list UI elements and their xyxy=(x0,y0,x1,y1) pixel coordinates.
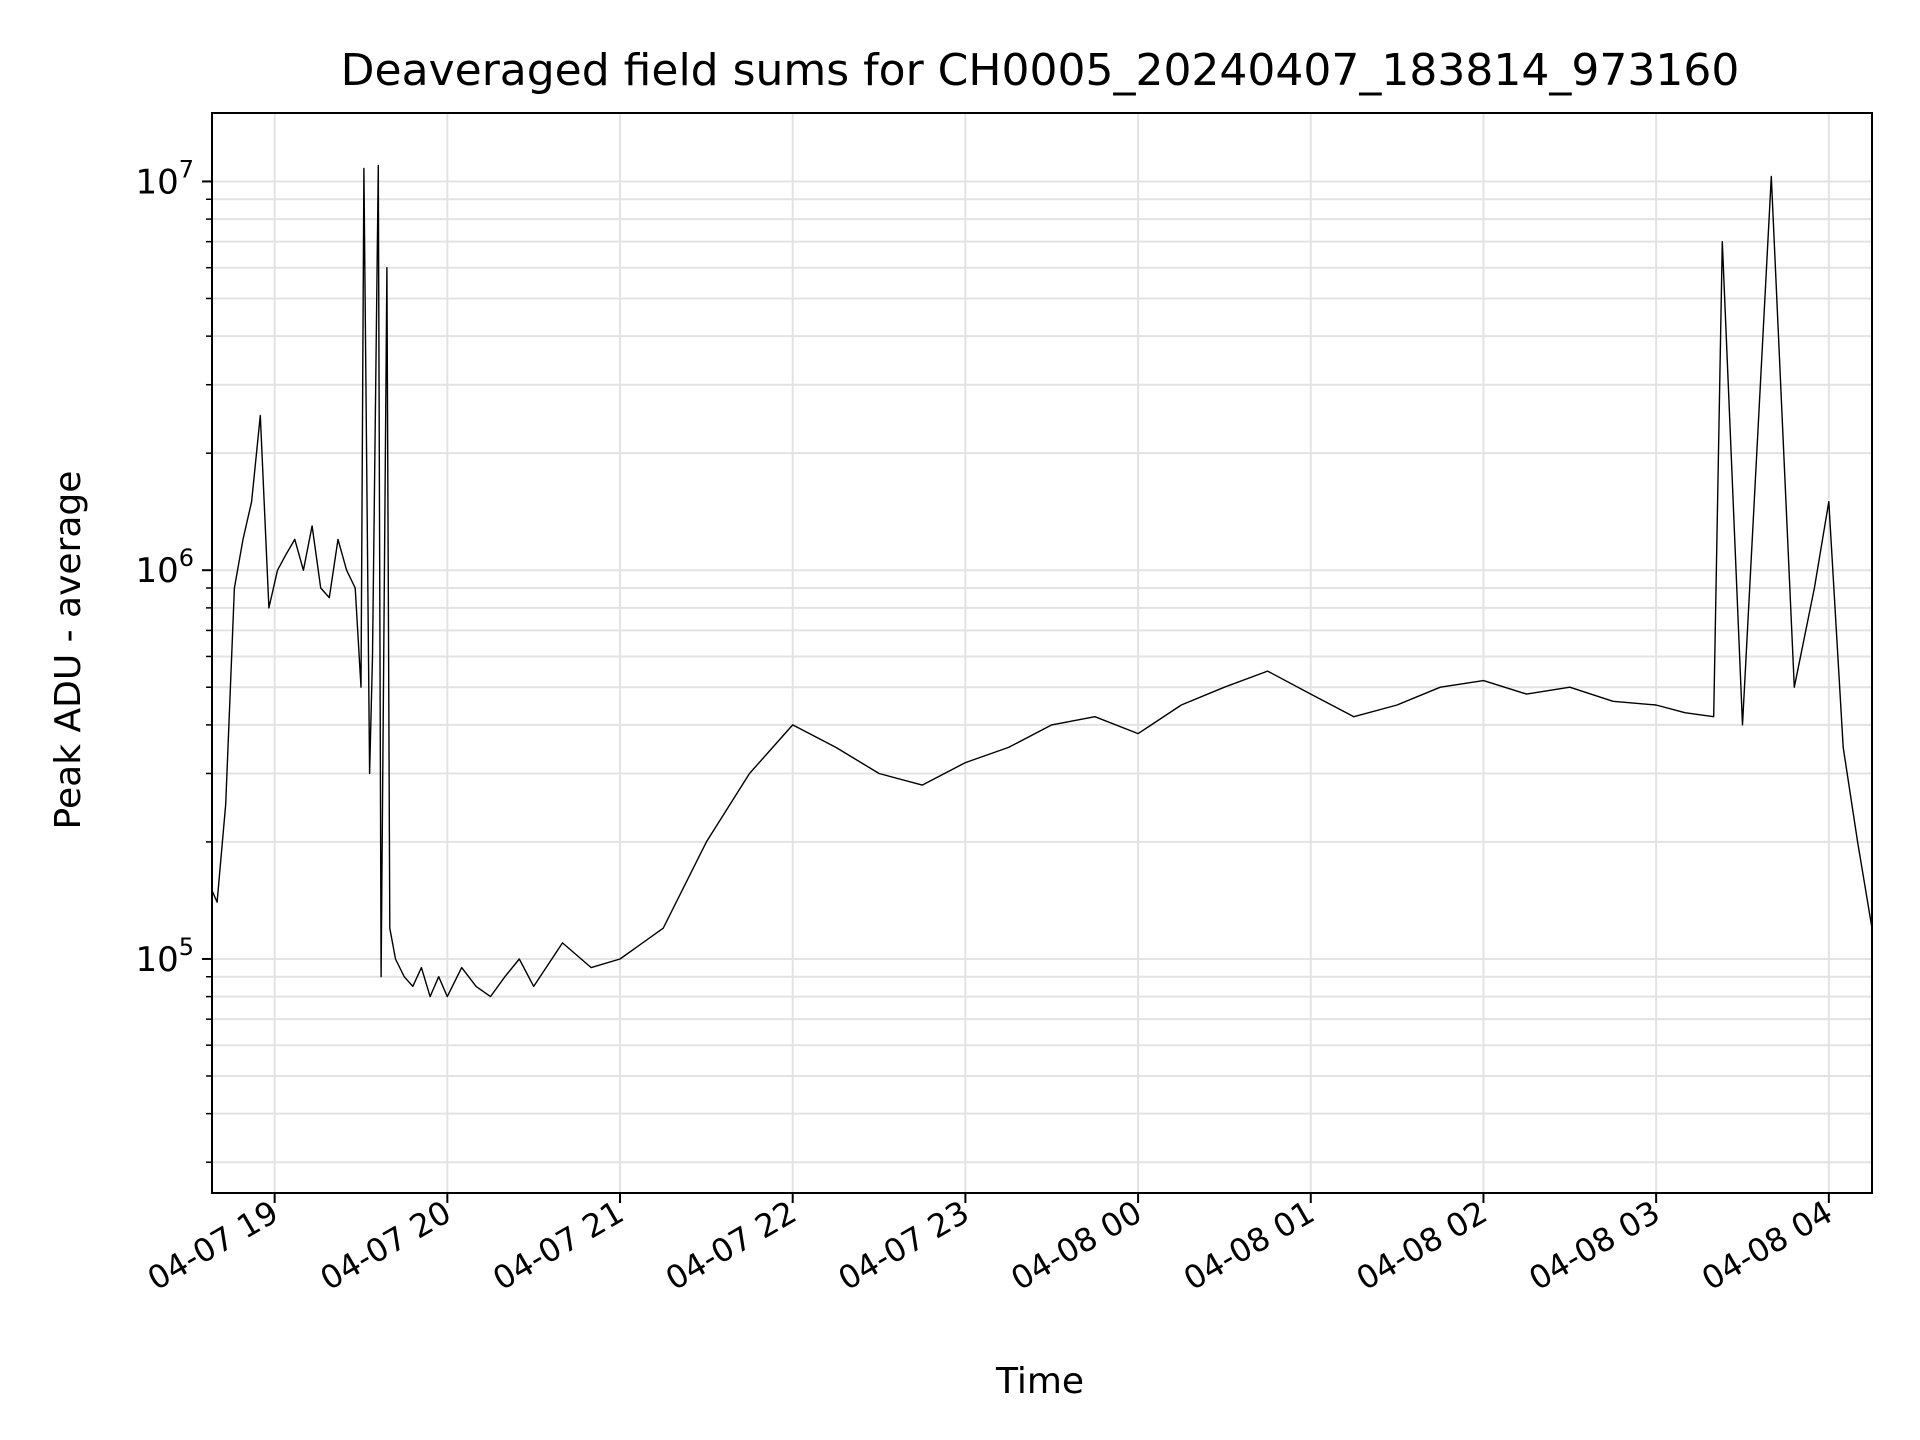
series-layer xyxy=(211,164,1873,998)
series-line xyxy=(211,164,1873,998)
y-tick-label: 106 xyxy=(135,544,194,591)
grid xyxy=(212,113,1872,1193)
y-tick-base: 10 xyxy=(135,162,178,202)
y-tick-exponent: 5 xyxy=(179,933,194,961)
y-tick-exponent: 7 xyxy=(179,155,194,183)
y-tick-base: 10 xyxy=(135,551,178,591)
y-tick-label: 105 xyxy=(135,933,194,980)
chart-title: Deaveraged field sums for CH0005_2024040… xyxy=(341,45,1740,96)
y-axis-label: Peak ADU - average xyxy=(48,471,89,830)
y-tick-exponent: 6 xyxy=(179,544,194,572)
y-tick-base: 10 xyxy=(135,940,178,980)
plot-frame xyxy=(211,112,1873,1194)
y-tick-label: 107 xyxy=(135,155,194,202)
x-axis-label: Time xyxy=(995,1361,1084,1402)
